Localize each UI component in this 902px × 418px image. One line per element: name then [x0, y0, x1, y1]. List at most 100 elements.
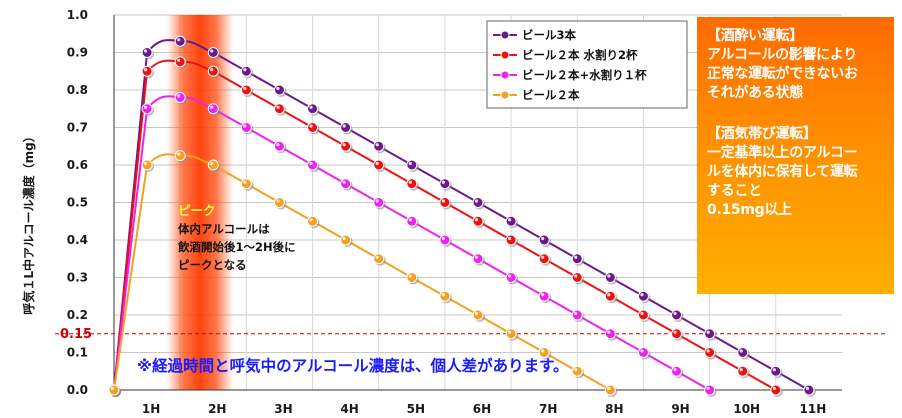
- marker-highlight: [607, 386, 611, 391]
- x-tick-label: 4H: [340, 402, 358, 416]
- legend-label: ビール２本 水割り2杯: [522, 48, 638, 62]
- marker-highlight: [541, 236, 545, 241]
- data-point-1-10: [439, 197, 451, 208]
- y-tick-label: 0.8: [67, 83, 88, 97]
- data-point-0-10: [439, 178, 451, 190]
- marker-highlight: [673, 330, 677, 334]
- marker-highlight: [574, 255, 578, 259]
- marker-highlight: [276, 143, 280, 147]
- marker-highlight: [640, 311, 644, 316]
- marker-highlight: [243, 180, 247, 184]
- data-point-0-2: [174, 35, 186, 47]
- data-point-3-15: [604, 384, 616, 396]
- info-line-8: ルを体内に保有して運転: [707, 164, 858, 180]
- x-tick-label: 10H: [733, 402, 760, 416]
- marker-highlight: [210, 161, 214, 166]
- legend-label: ビール２本: [522, 88, 580, 102]
- info-line-2: アルコールの影響により: [707, 47, 857, 63]
- marker-highlight: [706, 386, 710, 391]
- x-tick-label: 2H: [208, 402, 226, 416]
- marker-highlight: [375, 255, 379, 259]
- marker-highlight: [474, 311, 479, 316]
- marker-highlight: [342, 124, 346, 128]
- data-point-0-18: [704, 328, 716, 340]
- data-point-2-8: [373, 197, 385, 208]
- data-point-2-16: [637, 347, 649, 358]
- marker-highlight: [309, 161, 313, 166]
- marker-highlight: [177, 38, 181, 42]
- marker-highlight: [507, 330, 512, 334]
- marker-highlight: [574, 311, 578, 316]
- marker-highlight: [574, 274, 578, 278]
- y-tick-label: 0.6: [67, 158, 88, 172]
- x-tick-label: 6H: [473, 402, 491, 416]
- data-point-0-17: [671, 309, 683, 321]
- peak-note-line: 体内アルコールは: [178, 222, 270, 236]
- y-tick-label: 1.0: [67, 8, 88, 22]
- data-point-0-7: [340, 122, 352, 133]
- marker-highlight: [706, 349, 710, 353]
- data-point-1-2: [174, 56, 186, 68]
- marker-highlight: [375, 199, 379, 203]
- marker-highlight: [441, 180, 446, 184]
- data-point-0-19: [737, 347, 749, 358]
- x-tick-label: 9H: [671, 402, 689, 416]
- marker-highlight: [210, 68, 214, 72]
- marker-highlight: [607, 293, 611, 297]
- data-point-1-9: [406, 178, 418, 190]
- data-point-1-7: [340, 140, 352, 152]
- data-point-2-3: [207, 103, 219, 115]
- info-line-9: すること: [707, 183, 762, 199]
- marker-highlight: [110, 386, 115, 391]
- marker-highlight: [507, 236, 512, 241]
- info-line-10: 0.15mg以上: [707, 202, 792, 218]
- data-point-3-2: [174, 150, 186, 162]
- marker-highlight: [177, 152, 181, 156]
- data-point-1-16: [637, 309, 649, 321]
- marker-highlight: [739, 349, 743, 353]
- marker-highlight: [441, 293, 446, 297]
- data-point-3-10: [439, 290, 451, 302]
- data-point-1-19: [737, 365, 749, 377]
- marker-highlight: [706, 330, 710, 334]
- y-tick-label: 0.0: [67, 383, 88, 397]
- series-line-3: [113, 153, 611, 391]
- data-point-2-12: [505, 272, 517, 283]
- data-point-1-15: [604, 290, 616, 302]
- info-line-6: 【酒気帯び運転】: [707, 126, 817, 142]
- data-point-2-9: [406, 215, 418, 227]
- marker-highlight: [474, 218, 479, 222]
- legend-swatch-marker: [500, 50, 510, 60]
- marker-highlight: [673, 311, 677, 316]
- y-tick-label: 0.4: [67, 233, 88, 247]
- marker-highlight: [640, 349, 644, 353]
- data-point-0-21: [803, 384, 815, 396]
- data-point-0-5: [273, 84, 285, 96]
- marker-highlight: [739, 368, 743, 372]
- marker-highlight: [640, 293, 644, 297]
- data-point-0-1: [141, 47, 153, 58]
- marker-highlight: [177, 58, 181, 62]
- data-point-3-14: [571, 365, 583, 377]
- legend-swatch-marker: [500, 90, 510, 100]
- marker-highlight: [507, 218, 512, 222]
- data-point-2-17: [671, 365, 683, 377]
- marker-highlight: [772, 386, 776, 391]
- data-point-0-15: [604, 272, 616, 283]
- marker-highlight: [309, 105, 313, 109]
- marker-highlight: [243, 124, 247, 128]
- data-point-1-14: [571, 272, 583, 283]
- y-tick-label: 0.9: [67, 46, 88, 60]
- data-point-3-8: [373, 253, 385, 265]
- data-point-0-14: [571, 253, 583, 265]
- data-point-3-12: [505, 328, 517, 340]
- data-point-2-1: [141, 103, 153, 115]
- peak-note-line: 飲酒開始後1～2H後に: [177, 240, 296, 254]
- marker-highlight: [276, 105, 280, 109]
- marker-highlight: [772, 368, 776, 372]
- data-point-2-4: [240, 122, 252, 133]
- marker-highlight: [243, 86, 247, 91]
- peak-note-line: ピークとなる: [178, 258, 247, 272]
- individual-difference-note: ※経過時間と呼気中のアルコール濃度は、個人差があります。: [137, 356, 569, 375]
